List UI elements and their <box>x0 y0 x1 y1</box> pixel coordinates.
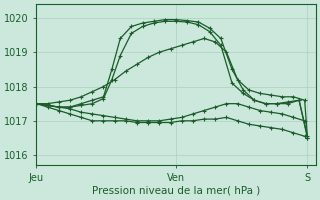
X-axis label: Pression niveau de la mer( hPa ): Pression niveau de la mer( hPa ) <box>92 186 260 196</box>
